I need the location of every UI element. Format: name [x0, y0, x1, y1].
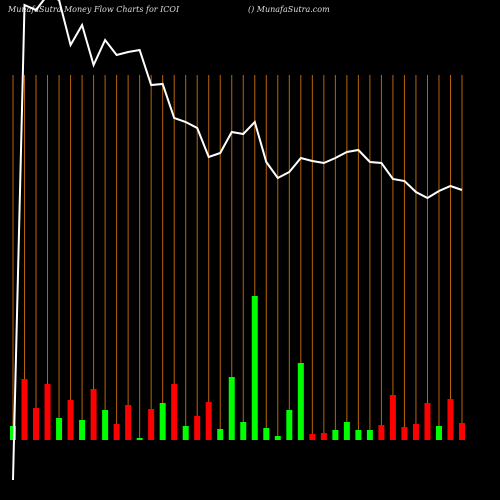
volume-bar	[194, 416, 201, 440]
volume-bar	[378, 425, 385, 440]
price-line	[12, 0, 463, 481]
volume-bar	[10, 426, 16, 440]
volume-bar	[125, 405, 132, 440]
volume-bar	[274, 436, 281, 440]
volume-bar	[21, 379, 28, 440]
volume-bar	[343, 422, 350, 440]
volume-bar	[240, 422, 247, 440]
volume-bar	[320, 433, 327, 440]
volume-bar	[332, 430, 339, 440]
volume-bar	[56, 418, 63, 440]
volume-bar	[286, 410, 293, 440]
volume-bar	[136, 438, 143, 440]
volume-bar	[148, 409, 155, 440]
volume-bar	[389, 395, 396, 440]
volume-bar	[251, 296, 258, 440]
volume-bar	[459, 423, 465, 440]
volume-bar	[33, 408, 40, 440]
volume-bar	[435, 426, 442, 440]
volume-bar	[424, 403, 431, 440]
volume-bar	[67, 400, 74, 440]
chart-subtitle: () MunafaSutra.com	[248, 5, 330, 14]
volume-bar	[159, 403, 166, 440]
volume-bar	[205, 402, 212, 440]
volume-bar	[309, 434, 316, 440]
volume-bar	[90, 389, 97, 440]
volume-bar	[102, 410, 109, 440]
volume-bar	[113, 424, 120, 440]
volume-bar	[171, 384, 178, 440]
volume-bar	[263, 428, 270, 440]
volume-bar	[412, 424, 419, 440]
volume-bar	[401, 427, 408, 440]
volume-bar	[297, 363, 304, 440]
volume-bar	[217, 429, 224, 440]
volume-bar	[228, 377, 235, 440]
chart-title: MunafaSutra Money Flow Charts for ICOI	[7, 5, 180, 14]
volume-bar	[366, 430, 373, 440]
volume-bar	[447, 399, 454, 440]
volume-bar	[355, 430, 362, 440]
volume-bar	[79, 420, 86, 440]
volume-bar	[44, 384, 51, 440]
volume-bar	[182, 426, 189, 440]
